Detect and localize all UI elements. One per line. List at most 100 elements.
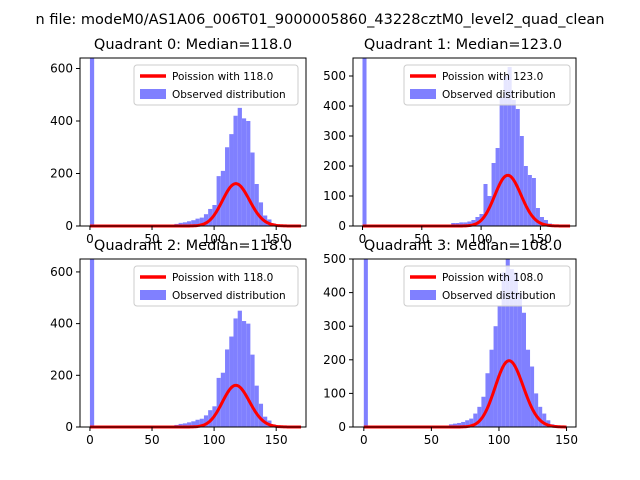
y-tick-label: 500 (323, 252, 346, 266)
histogram-bar (362, 58, 367, 226)
legend-frame (403, 265, 571, 307)
histogram-bar (534, 393, 539, 427)
y-tick-label: 0 (338, 219, 346, 233)
histogram-bar (542, 413, 547, 427)
histogram-bar (469, 418, 474, 427)
y-tick-label: 400 (50, 317, 73, 331)
histogram-bar (519, 136, 524, 226)
x-tick-label: 0 (86, 433, 94, 447)
axes-frame (352, 258, 577, 428)
x-tick-label: 100 (488, 433, 511, 447)
y-tick-label: 200 (50, 167, 73, 181)
histogram-bar (493, 326, 498, 427)
histogram-bar (182, 222, 188, 226)
histogram-bar (543, 220, 549, 226)
histogram-bar (254, 184, 259, 226)
x-tick-label: 50 (144, 433, 159, 447)
histogram-bar (507, 67, 512, 226)
histogram-bar (258, 202, 264, 226)
histogram-bar (465, 420, 470, 427)
axes-frame (79, 258, 307, 428)
x-tick-label: 100 (203, 232, 226, 246)
legend: Poission with 118.0 Observed distributio… (133, 265, 299, 307)
histogram-bar (525, 349, 531, 427)
x-tick-label: 100 (203, 433, 226, 447)
subplot-title: Quadrant 3: Median=108.0 (364, 238, 562, 254)
histogram-bar (216, 377, 221, 427)
y-tick-label: 600 (50, 265, 73, 279)
y-tick-label: 300 (323, 319, 346, 333)
y-tick-label: 0 (65, 420, 73, 434)
histogram-bar (258, 403, 264, 427)
histogram-bar (453, 423, 458, 427)
x-tick-label: 150 (529, 232, 552, 246)
y-tick-label: 100 (323, 386, 346, 400)
histogram-bar (233, 318, 238, 427)
plot-area: 0 50 100 150 0 100 200 300 400 500 (323, 57, 577, 246)
histogram-bar (237, 310, 242, 427)
x-tick-label: 0 (86, 232, 94, 246)
legend-label-poisson: Poission with 118.0 (172, 71, 273, 83)
histogram-bar (497, 306, 502, 427)
histogram-bar (182, 423, 188, 427)
legend: Poission with 108.0 Observed distributio… (403, 265, 571, 307)
legend-frame (133, 265, 299, 307)
histogram-bar (208, 208, 213, 226)
x-tick-label: 50 (424, 433, 439, 447)
figure-suptitle: n file: modeM0/AS1A06_006T01_9000005860_… (36, 12, 605, 28)
histogram-bar (530, 366, 535, 427)
legend-label-poisson: Poission with 118.0 (172, 272, 273, 284)
plot-area: 0 50 100 150 0 100 200 300 400 500 (323, 252, 578, 447)
histogram-bar (485, 373, 490, 427)
x-tick-label: 0 (359, 232, 367, 246)
subplot-quadrant-2: Quadrant 2: Median=118.0 0 50 100 150 0 200 40… (50, 238, 307, 447)
y-tick-label: 400 (50, 114, 73, 128)
histogram-bar (531, 178, 536, 226)
histogram-bar (246, 323, 251, 427)
legend: Poission with 118.0 Observed distributio… (133, 64, 299, 106)
histogram-bar (241, 321, 247, 427)
legend-label-observed: Observed distribution (172, 89, 286, 101)
histogram-bar (225, 147, 230, 226)
histogram-bar (503, 76, 508, 226)
histogram-bar (499, 97, 504, 226)
plot-area: 0 50 100 150 0 200 400 600 (50, 258, 307, 447)
histogram-bar (233, 115, 238, 226)
histogram-bar (237, 107, 242, 226)
legend-observed-swatch (140, 89, 166, 99)
histogram-bar (89, 259, 95, 427)
histogram-bar (229, 336, 234, 427)
y-tick-label: 500 (323, 69, 346, 83)
histogram-bar (517, 292, 522, 427)
histogram-bar (195, 419, 200, 427)
histogram-bar (473, 413, 478, 427)
histogram-bar (195, 218, 200, 226)
histogram-bar (477, 406, 482, 427)
histogram-bar (461, 421, 466, 427)
histogram-bar (538, 406, 543, 427)
y-tick-label: 200 (323, 159, 346, 173)
histogram-bar (199, 217, 204, 226)
x-tick-label: 150 (265, 232, 288, 246)
y-tick-label: 100 (323, 189, 346, 203)
histogram-bar (187, 422, 192, 427)
histogram-bar (89, 58, 95, 226)
histogram-bar (254, 385, 259, 427)
subplot-title: Quadrant 0: Median=118.0 (94, 37, 292, 53)
histogram-bar (505, 259, 510, 427)
histogram-bar (250, 152, 255, 226)
histogram-bar (511, 100, 516, 226)
y-tick-label: 200 (323, 353, 346, 367)
legend-observed-swatch (410, 89, 436, 99)
axes-frame (352, 57, 577, 227)
x-tick-label: 50 (414, 232, 429, 246)
histogram-bar (501, 272, 506, 427)
histogram-bar (487, 196, 492, 226)
histogram-bar (489, 349, 494, 427)
histogram-bar (509, 269, 514, 427)
histogram-bar (513, 272, 518, 427)
legend: Poission with 123.0 Observed distributio… (403, 64, 571, 106)
subplot-title: Quadrant 1: Median=123.0 (364, 37, 562, 53)
histogram-bar (527, 175, 532, 226)
legend-label-observed: Observed distribution (172, 290, 286, 302)
